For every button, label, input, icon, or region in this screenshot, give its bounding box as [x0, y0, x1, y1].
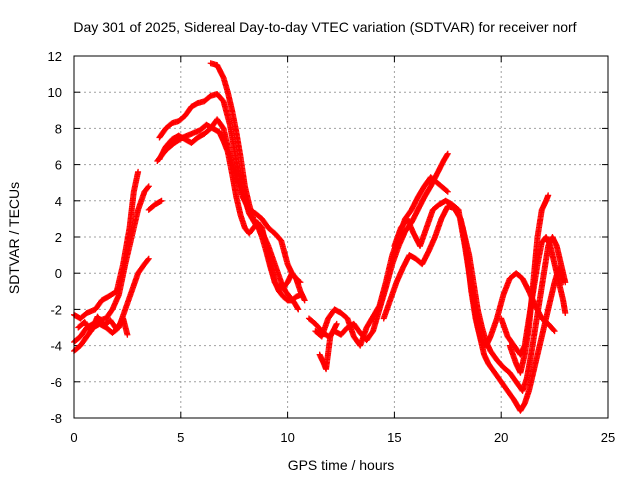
x-axis-label: GPS time / hours	[288, 457, 395, 473]
y-tick-label: 0	[55, 266, 62, 281]
data-point	[124, 331, 131, 338]
series-trace-d	[75, 313, 131, 338]
series-trace-c	[71, 255, 152, 355]
y-tick-label: 4	[55, 194, 62, 209]
data-point	[551, 328, 558, 335]
y-tick-label: -6	[50, 375, 62, 390]
series-trace-o	[459, 224, 567, 414]
data-point	[144, 184, 151, 191]
data-point	[144, 256, 151, 263]
series-trace-e	[145, 197, 165, 213]
data-point	[443, 187, 450, 194]
data-points	[71, 60, 569, 414]
y-tick-label: 10	[48, 85, 62, 100]
series-trace-q	[506, 192, 552, 376]
y-tick-label: -2	[50, 302, 62, 317]
data-point	[145, 255, 152, 262]
y-tick-label: -4	[50, 339, 62, 354]
data-point	[444, 150, 451, 157]
y-tick-label: 8	[55, 121, 62, 136]
x-tick-label: 5	[177, 430, 184, 445]
data-point	[444, 188, 451, 195]
series-trace-l	[316, 320, 340, 373]
series-trace-i	[207, 60, 308, 304]
x-tick-label: 25	[601, 430, 615, 445]
x-tick-label: 10	[280, 430, 294, 445]
y-axis-label: SDTVAR / TECUs	[6, 182, 22, 294]
data-point	[145, 183, 152, 190]
y-tick-label: 6	[55, 158, 62, 173]
y-tick-label: 2	[55, 230, 62, 245]
series-trace-g	[156, 116, 304, 286]
data-point	[333, 320, 340, 327]
plot-frame	[73, 55, 609, 419]
chart-title: Day 301 of 2025, Sidereal Day-to-day VTE…	[73, 19, 576, 35]
data-point	[158, 197, 165, 204]
data-point	[562, 310, 569, 317]
data-point	[295, 306, 302, 313]
x-tick-label: 0	[70, 430, 77, 445]
y-tick-label: 12	[48, 49, 62, 64]
data-point	[135, 168, 142, 175]
data-point	[301, 297, 308, 304]
x-tick-label: 20	[494, 430, 508, 445]
y-tick-label: -8	[50, 411, 62, 426]
tick-group: -8 -6 -4 -2 0 2 4 6 8 10 12 0 5 10 15 20 25	[48, 49, 616, 445]
x-tick-label: 15	[387, 430, 401, 445]
data-point	[550, 327, 557, 334]
data-point	[545, 192, 552, 199]
